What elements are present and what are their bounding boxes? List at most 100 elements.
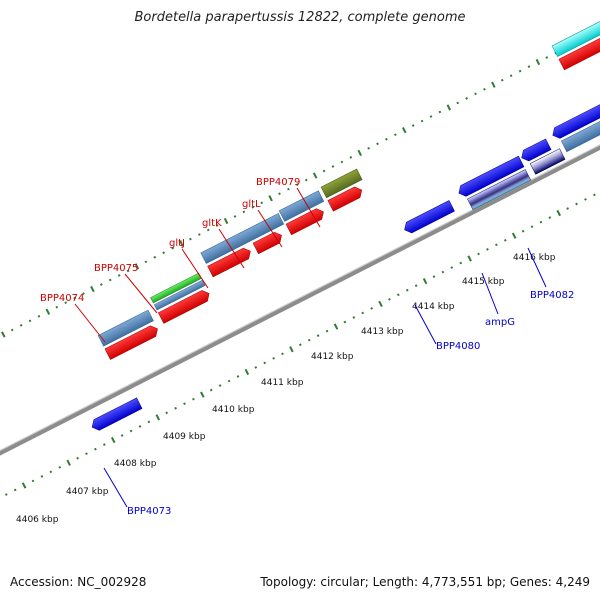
upper-tick-mark — [456, 101, 460, 105]
map-title: Bordetella parapertussis 12822, complete… — [134, 10, 466, 25]
gene-bpp4079-red[interactable] — [327, 185, 365, 212]
upper-tick-mark — [144, 260, 148, 264]
lower-tick-mark — [477, 252, 480, 256]
upper-tick-mark — [233, 215, 237, 218]
upper-tick-mark — [37, 314, 41, 318]
lower-tick-mark — [593, 193, 596, 197]
tick-row-lower — [4, 193, 596, 496]
gene-bpp4074-red[interactable] — [104, 323, 160, 360]
lower-tick-mark — [575, 202, 578, 206]
lower-tick-mark — [511, 232, 517, 239]
gene-bpp4083-arrow[interactable] — [550, 93, 600, 141]
callout-line — [74, 303, 106, 343]
upper-tick-mark — [64, 301, 68, 305]
callout-line — [257, 209, 283, 248]
gene-label[interactable]: ampG — [485, 317, 515, 328]
gene-label[interactable]: BPP4080 — [436, 341, 480, 352]
gene-gltL-box[interactable] — [278, 190, 325, 222]
lower-tick-mark — [155, 414, 161, 421]
upper-tick-mark — [55, 305, 59, 309]
upper-tick-mark — [491, 81, 496, 88]
upper-tick-mark — [134, 263, 140, 270]
upper-tick-mark — [420, 119, 424, 123]
lower-tick-mark — [209, 388, 213, 392]
upper-tick-mark — [340, 160, 344, 164]
gene-label[interactable]: BPP4079 — [256, 177, 300, 188]
lower-tick-mark — [378, 300, 383, 307]
gene-bpp4082-arrow[interactable] — [519, 138, 552, 163]
lower-tick-mark — [432, 275, 436, 278]
gene-label[interactable]: gltL — [242, 199, 261, 210]
lower-tick-mark — [192, 397, 195, 401]
gene-label[interactable]: BPP4082 — [530, 290, 574, 301]
lower-tick-mark — [40, 475, 44, 478]
lower-tick-mark — [272, 356, 275, 360]
lower-tick-mark — [183, 402, 186, 406]
gene-label[interactable]: BPP4074 — [40, 293, 84, 304]
kbp-tick-label: 4409 kbp — [163, 432, 206, 442]
gene-label[interactable]: gltK — [202, 218, 222, 229]
backbone-highlight — [0, 70, 600, 526]
lower-tick-mark — [227, 379, 231, 383]
kbp-tick-label: 4415 kbp — [462, 277, 505, 287]
gene-label[interactable]: BPP4075 — [94, 263, 138, 274]
upper-tick-mark — [197, 233, 201, 236]
gene-bpp4074-box[interactable] — [97, 309, 154, 347]
kbp-tick-label: 4412 kbp — [311, 352, 354, 362]
upper-tick-mark — [223, 217, 229, 225]
gene-bpp4075-red[interactable] — [157, 288, 212, 324]
lower-tick-mark — [200, 391, 205, 398]
upper-tick-mark — [446, 104, 452, 111]
lower-tick-mark — [244, 368, 250, 376]
upper-tick-mark — [10, 328, 14, 332]
lower-tick-mark — [325, 329, 329, 333]
gene-ampG-arrow[interactable] — [456, 155, 525, 198]
gene-label[interactable]: BPP4073 — [127, 506, 171, 517]
gene-bpp4073-arrow[interactable] — [89, 397, 143, 433]
lower-tick-mark — [254, 366, 258, 369]
lower-tick-mark — [165, 411, 169, 415]
lower-tick-mark — [66, 459, 71, 466]
lower-tick-mark — [441, 270, 445, 274]
gene-far-cyan[interactable] — [551, 18, 600, 57]
lower-tick-mark — [263, 361, 267, 365]
kbp-scale-labels: 4406 kbp 4407 kbp 4408 kbp 4409 kbp 4410 kbp… — [16, 253, 556, 525]
upper-tick-mark — [287, 187, 290, 191]
gene-label[interactable]: gltJ — [169, 238, 185, 249]
upper-tick-mark — [242, 210, 246, 214]
upper-tick-mark — [535, 58, 541, 66]
gene-bpp4079-box[interactable] — [320, 168, 363, 199]
gene-ampG-multi[interactable] — [467, 169, 532, 211]
upper-tick-mark — [312, 172, 318, 179]
upper-tick-mark — [367, 146, 370, 150]
lower-tick-mark — [414, 284, 418, 288]
lower-tick-mark — [495, 243, 498, 247]
lower-tick-mark — [566, 207, 569, 210]
gene-far-red[interactable] — [558, 31, 600, 71]
gene-gltJ-red[interactable] — [207, 246, 254, 278]
gene-bpp4080-arrow[interactable] — [402, 200, 455, 235]
lower-tick-mark — [307, 338, 311, 342]
lower-tick-mark — [316, 334, 320, 337]
gene-gltK-red[interactable] — [252, 230, 284, 255]
callout-line — [527, 247, 547, 288]
lower-tick-mark — [129, 429, 133, 433]
gene-bpp4075-box[interactable] — [153, 279, 206, 311]
upper-tick-mark — [474, 92, 477, 96]
upper-tick-mark — [206, 228, 210, 232]
kbp-tick-label: 4406 kbp — [16, 515, 59, 525]
kbp-tick-label: 4410 kbp — [212, 405, 255, 415]
kbp-tick-label: 4408 kbp — [114, 459, 157, 469]
lower-tick-mark — [31, 479, 35, 483]
lower-tick-mark — [281, 352, 284, 356]
lower-tick-mark — [361, 311, 365, 315]
upper-tick-mark — [251, 205, 255, 209]
upper-tick-mark — [82, 292, 85, 295]
lower-tick-mark — [236, 375, 240, 378]
gene-bpp4083-box[interactable] — [560, 106, 600, 153]
gene-bpp4082-navy[interactable] — [529, 148, 566, 175]
lower-tick-mark — [422, 278, 428, 285]
gene-gltJ-box[interactable] — [200, 213, 285, 264]
lower-tick-mark — [584, 198, 587, 201]
